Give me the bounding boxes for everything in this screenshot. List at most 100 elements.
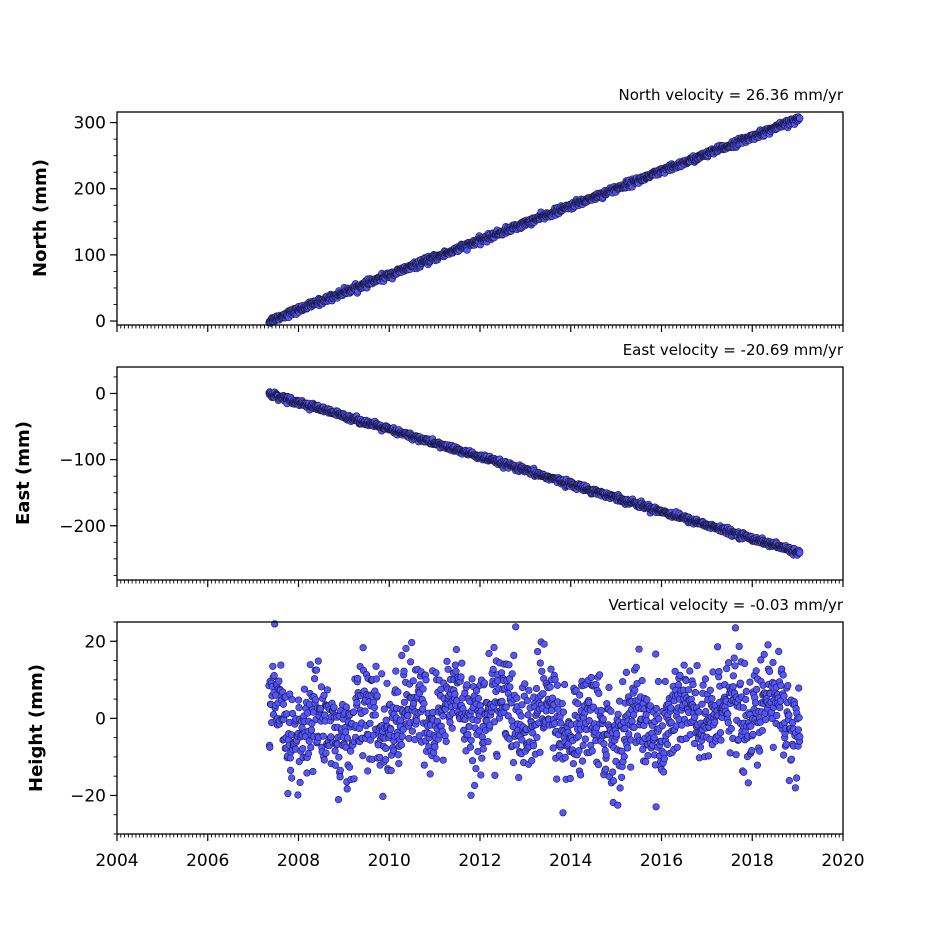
data-point	[405, 734, 413, 743]
data-point	[652, 650, 660, 658]
data-point	[778, 665, 786, 673]
data-point	[479, 745, 487, 753]
data-point	[420, 761, 428, 769]
data-point	[614, 801, 622, 809]
data-point	[689, 680, 697, 689]
data-point	[661, 677, 669, 686]
data-point	[614, 710, 622, 718]
data-point	[779, 751, 788, 759]
data-point	[321, 711, 329, 719]
data-point	[635, 645, 643, 653]
data-point	[755, 747, 764, 755]
data-point	[372, 675, 381, 683]
data-point	[371, 711, 379, 719]
data-point	[364, 767, 372, 775]
data-point	[724, 710, 732, 718]
data-point	[314, 657, 322, 665]
data-point	[729, 683, 737, 691]
data-point	[594, 761, 603, 769]
data-point	[732, 751, 740, 759]
data-point	[795, 684, 803, 692]
x-tick-label: 2006	[186, 851, 229, 871]
data-point	[307, 743, 315, 752]
data-points	[265, 620, 804, 817]
data-point	[765, 667, 774, 676]
data-point	[566, 774, 574, 783]
data-point	[623, 744, 632, 752]
data-point	[345, 763, 354, 771]
x-tick-label: 2010	[368, 851, 411, 871]
data-point	[605, 683, 613, 692]
y-tick-label: 300	[74, 114, 106, 134]
x-tick-label: 2008	[277, 851, 320, 871]
data-point	[330, 703, 338, 711]
data-point	[404, 712, 412, 720]
data-point	[311, 675, 319, 683]
data-point	[762, 715, 770, 724]
data-point	[515, 773, 523, 782]
data-point	[442, 737, 450, 746]
data-point	[769, 743, 777, 751]
data-point	[524, 711, 532, 719]
height-ylabel: Height (mm)	[26, 664, 47, 792]
data-point	[758, 726, 767, 735]
data-point	[512, 623, 520, 631]
data-point	[518, 701, 526, 709]
data-point	[574, 700, 582, 708]
data-point	[667, 704, 675, 712]
data-point	[702, 707, 710, 716]
data-point	[320, 756, 328, 764]
data-point	[426, 770, 434, 778]
data-point	[539, 690, 547, 698]
y-tick-label: 100	[74, 246, 106, 266]
data-point	[607, 707, 615, 715]
data-point	[625, 730, 633, 738]
data-point	[777, 681, 785, 690]
data-point	[553, 775, 561, 783]
data-point	[699, 681, 707, 689]
data-point	[704, 752, 713, 760]
data-point	[746, 678, 754, 686]
data-point	[493, 752, 501, 761]
data-point	[528, 756, 536, 765]
data-point	[471, 781, 479, 790]
data-point	[472, 764, 480, 773]
data-point	[740, 768, 748, 776]
data-point	[277, 661, 285, 669]
data-point	[751, 699, 760, 707]
data-point	[600, 740, 608, 748]
data-point	[644, 751, 652, 760]
y-tick-label: 200	[74, 180, 106, 200]
data-point	[581, 735, 590, 743]
data-point	[347, 747, 355, 755]
data-point	[387, 725, 395, 733]
data-point	[306, 661, 314, 669]
data-point	[448, 724, 456, 732]
data-point	[334, 795, 343, 804]
data-point	[716, 729, 725, 737]
data-point	[792, 774, 801, 782]
data-point	[708, 694, 716, 703]
data-point	[489, 665, 497, 674]
data-point	[474, 694, 483, 703]
data-point	[706, 686, 714, 694]
data-point	[327, 733, 335, 741]
data-point	[747, 722, 755, 730]
data-point	[695, 708, 703, 716]
data-point	[517, 712, 525, 720]
north-ylabel: North (mm)	[30, 159, 51, 277]
data-point	[729, 672, 738, 680]
data-point	[609, 777, 618, 785]
data-point	[468, 675, 476, 683]
data-point	[612, 730, 621, 738]
data-point	[536, 659, 544, 667]
data-point	[439, 756, 447, 764]
data-point	[398, 732, 406, 741]
data-point	[748, 746, 756, 755]
data-point	[785, 711, 793, 719]
data-point	[533, 733, 541, 741]
data-point	[467, 791, 475, 799]
data-point	[744, 779, 752, 787]
data-point	[599, 715, 607, 723]
data-point	[359, 644, 367, 652]
